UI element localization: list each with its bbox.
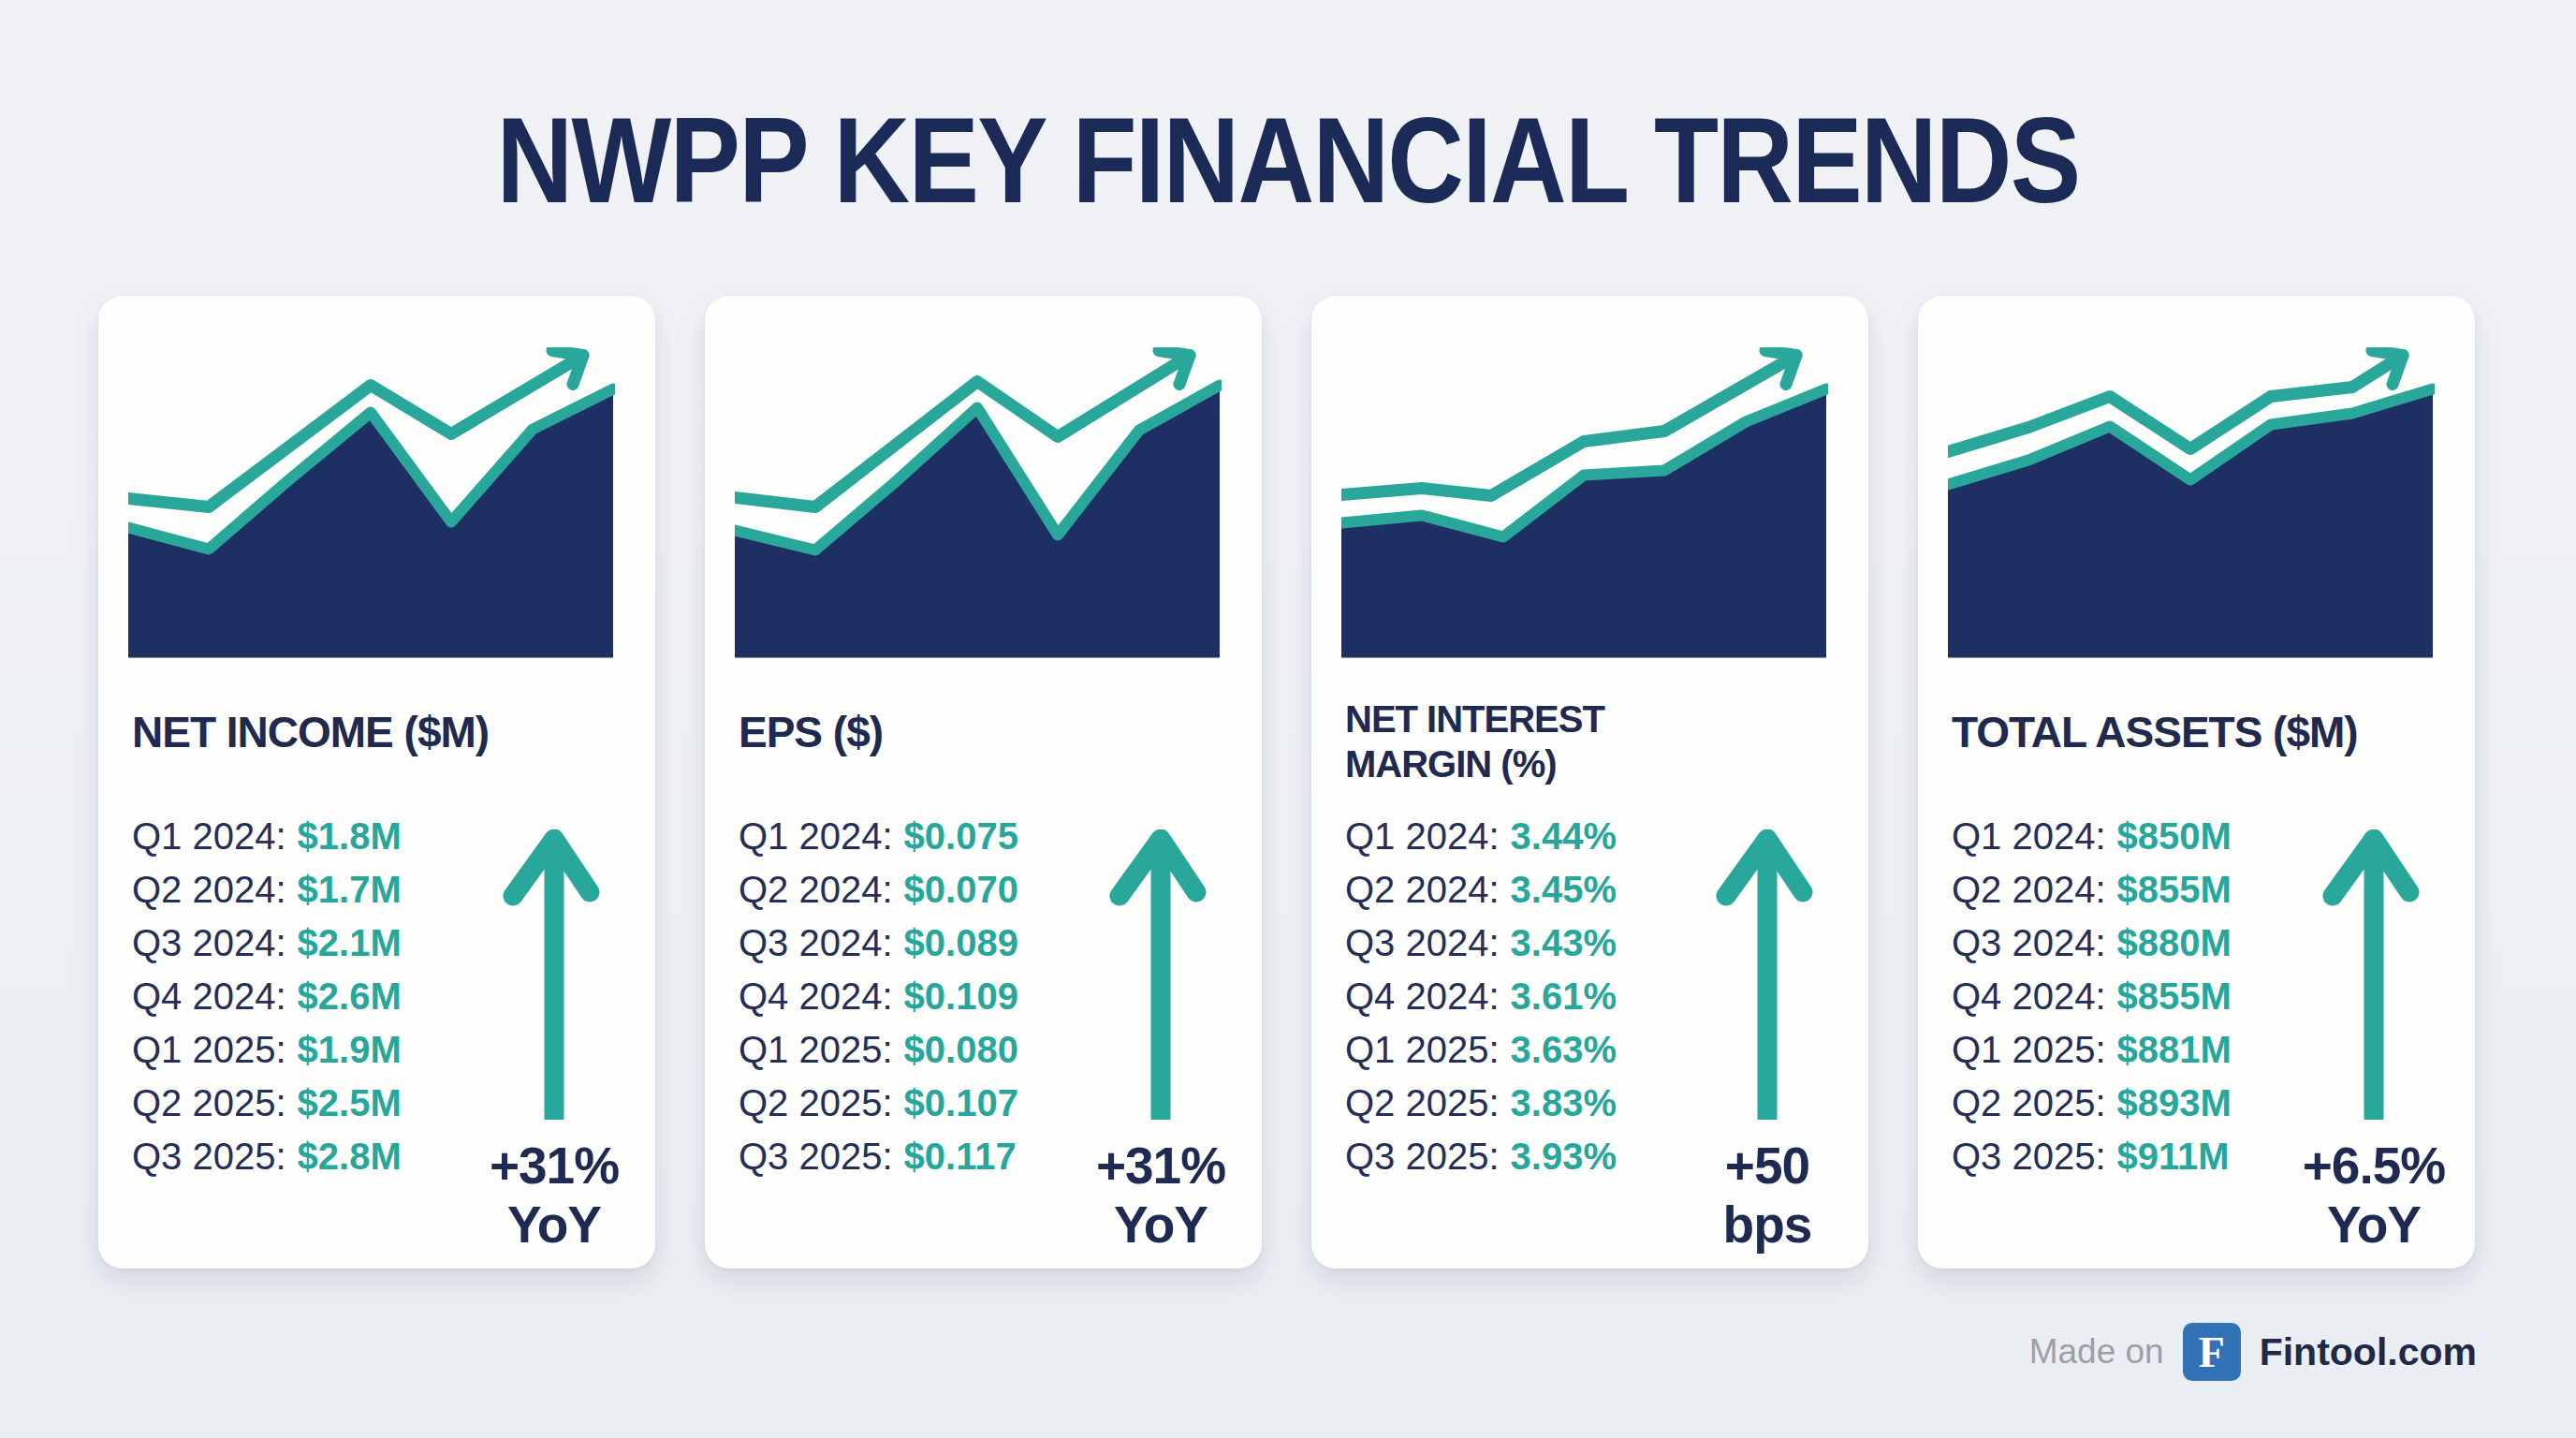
yoy-change-badge: +31%YoY	[454, 1137, 654, 1254]
list-item: Q2 2025:3.83%	[1345, 1077, 1720, 1130]
list-item: Q2 2024:$1.7M	[132, 863, 506, 917]
list-item: Q1 2024:3.44%	[1345, 810, 1720, 863]
infographic-page: { "page": { "title": "NWPP KEY FINANCIAL…	[0, 0, 2576, 1438]
list-item: Q2 2025:$2.5M	[132, 1077, 506, 1130]
card-net-income: NET INCOME ($M) Q1 2024:$1.8M Q2 2024:$1…	[98, 296, 655, 1269]
footer-attribution: Made on F Fintool.com	[2029, 1322, 2477, 1382]
list-item: Q4 2024:3.61%	[1345, 970, 1720, 1023]
eps-area-chart-icon	[735, 347, 1222, 662]
page-title: NWPP KEY FINANCIAL TRENDS	[168, 90, 2408, 230]
list-item: Q1 2024:$0.075	[739, 810, 1113, 863]
list-item: Q2 2025:$893M	[1952, 1077, 2326, 1130]
list-item: Q3 2025:$911M	[1952, 1130, 2326, 1183]
card-title-eps: EPS ($)	[739, 710, 1230, 755]
list-item: Q1 2024:$850M	[1952, 810, 2326, 863]
net-income-area-chart-icon	[128, 347, 615, 662]
eps-values-list: Q1 2024:$0.075 Q2 2024:$0.070 Q3 2024:$0…	[739, 810, 1113, 1183]
list-item: Q3 2024:3.43%	[1345, 917, 1720, 970]
list-item: Q3 2025:3.93%	[1345, 1130, 1720, 1183]
up-arrow-icon	[2322, 829, 2425, 1120]
card-net-interest-margin: NET INTERESTMARGIN (%) Q1 2024:3.44% Q2 …	[1311, 296, 1868, 1269]
card-total-assets: TOTAL ASSETS ($M) Q1 2024:$850M Q2 2024:…	[1918, 296, 2475, 1269]
list-item: Q3 2024:$880M	[1952, 917, 2326, 970]
list-item: Q1 2025:$0.080	[739, 1023, 1113, 1077]
list-item: Q1 2025:$1.9M	[132, 1023, 506, 1077]
fintool-logo-icon: F	[2183, 1323, 2241, 1381]
bps-change-badge: +50bps	[1667, 1137, 1867, 1254]
up-arrow-icon	[1716, 829, 1819, 1120]
list-item: Q3 2024:$0.089	[739, 917, 1113, 970]
list-item: Q2 2025:$0.107	[739, 1077, 1113, 1130]
up-arrow-icon	[503, 829, 606, 1120]
list-item: Q4 2024:$2.6M	[132, 970, 506, 1023]
list-item: Q3 2025:$0.117	[739, 1130, 1113, 1183]
metric-cards: NET INCOME ($M) Q1 2024:$1.8M Q2 2024:$1…	[98, 296, 2475, 1269]
total-assets-area-chart-icon	[1948, 347, 2435, 662]
net-income-values-list: Q1 2024:$1.8M Q2 2024:$1.7M Q3 2024:$2.1…	[132, 810, 506, 1183]
list-item: Q2 2024:3.45%	[1345, 863, 1720, 917]
list-item: Q4 2024:$0.109	[739, 970, 1113, 1023]
yoy-change-badge: +31%YoY	[1061, 1137, 1261, 1254]
nim-values-list: Q1 2024:3.44% Q2 2024:3.45% Q3 2024:3.43…	[1345, 810, 1720, 1183]
nim-area-chart-icon	[1341, 347, 1828, 662]
card-title-total-assets: TOTAL ASSETS ($M)	[1952, 710, 2443, 755]
list-item: Q4 2024:$855M	[1952, 970, 2326, 1023]
list-item: Q2 2024:$0.070	[739, 863, 1113, 917]
made-on-label: Made on	[2029, 1332, 2164, 1372]
list-item: Q3 2025:$2.8M	[132, 1130, 506, 1183]
list-item: Q2 2024:$855M	[1952, 863, 2326, 917]
list-item: Q1 2024:$1.8M	[132, 810, 506, 863]
card-title-net-interest-margin: NET INTERESTMARGIN (%)	[1345, 697, 1837, 786]
card-eps: EPS ($) Q1 2024:$0.075 Q2 2024:$0.070 Q3…	[705, 296, 1262, 1269]
list-item: Q3 2024:$2.1M	[132, 917, 506, 970]
card-title-net-income: NET INCOME ($M)	[132, 710, 623, 755]
list-item: Q1 2025:3.63%	[1345, 1023, 1720, 1077]
total-assets-values-list: Q1 2024:$850M Q2 2024:$855M Q3 2024:$880…	[1952, 810, 2326, 1183]
fintool-brand-text: Fintool.com	[2260, 1330, 2477, 1374]
yoy-change-badge: +6.5%YoY	[2274, 1137, 2474, 1254]
list-item: Q1 2025:$881M	[1952, 1023, 2326, 1077]
up-arrow-icon	[1109, 829, 1212, 1120]
